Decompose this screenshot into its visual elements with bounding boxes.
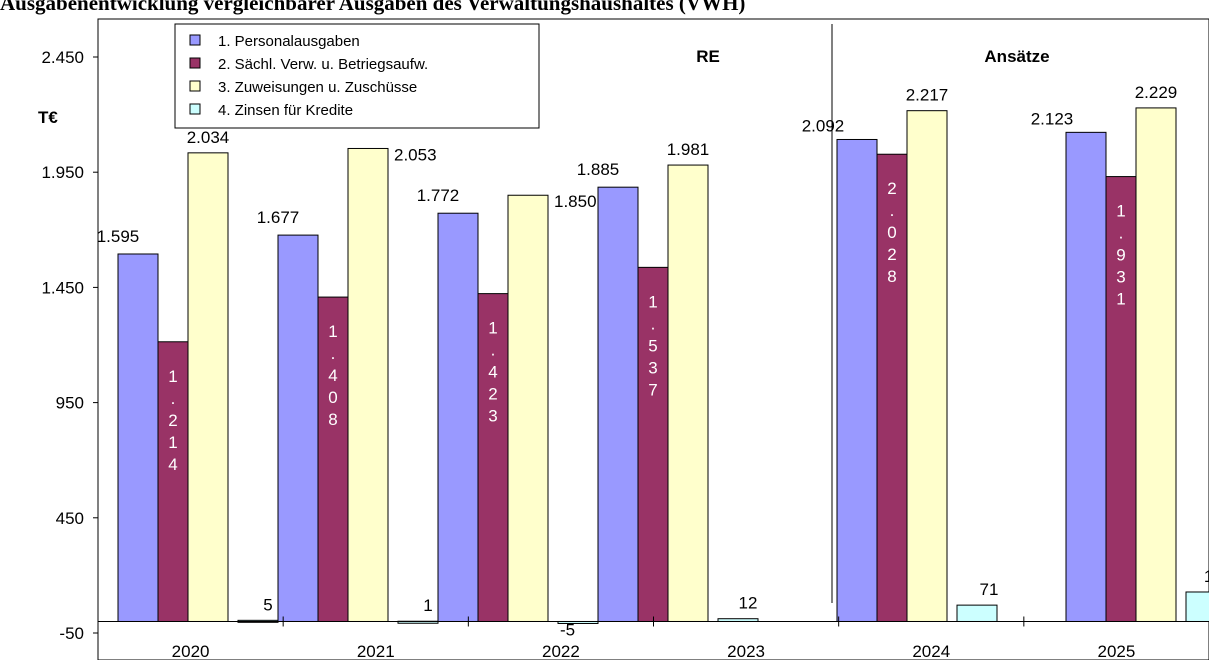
data-label-2-2020: .	[171, 389, 176, 408]
data-label-2-2022: 4	[488, 363, 497, 382]
data-label-2-2024: .	[890, 201, 895, 220]
legend-label: 1. Personalausgaben	[218, 33, 360, 50]
data-label-2-2025: 1	[1116, 290, 1125, 309]
y-tick-label: 2.450	[41, 48, 84, 67]
bar-2-2024	[876, 153, 908, 622]
data-label-2-2020: 2	[168, 411, 177, 430]
data-label-2-2022: 2	[488, 385, 497, 404]
y-tick-label: 1.450	[41, 278, 84, 297]
bar-2-2020	[157, 341, 189, 622]
data-label-2-2023: 7	[648, 380, 657, 399]
y-tick-label: 450	[56, 509, 84, 528]
bar-3-2025	[1135, 107, 1177, 622]
y-axis-unit-label: T€	[38, 108, 58, 127]
bar-1-2025	[1065, 131, 1107, 622]
data-label-1-2023: 1.885	[577, 160, 620, 179]
bar-3-2022	[507, 194, 549, 622]
legend-label: 4. Zinsen für Kredite	[218, 102, 353, 119]
bar-1-2020	[117, 253, 159, 622]
data-label-4-2022: -5	[560, 620, 575, 639]
bar-3-2020	[187, 152, 229, 622]
x-tick-label: 2021	[357, 642, 395, 660]
data-label-3-2021: 2.053	[394, 145, 437, 164]
bar-1-2022	[437, 212, 479, 622]
x-tick-label: 2022	[542, 642, 580, 660]
y-tick-label: -50	[59, 624, 84, 643]
data-label-4-2021: 1	[423, 596, 432, 615]
data-label-2-2025: 9	[1116, 246, 1125, 265]
data-label-1-2022: 1.772	[417, 186, 460, 205]
data-label-4-2024: 71	[980, 580, 999, 599]
x-tick-label: 2020	[172, 642, 210, 660]
data-label-2-2024: 2	[887, 179, 896, 198]
y-tick-label: 1.950	[41, 163, 84, 182]
data-label-2-2021: 1	[328, 322, 337, 341]
data-label-1-2021: 1.677	[257, 208, 300, 227]
data-label-2-2023: 3	[648, 358, 657, 377]
legend-swatch	[189, 34, 201, 46]
x-tick-label: 2023	[727, 642, 765, 660]
legend: 1. Personalausgaben 2. Sächl. Verw. u. Be…	[174, 23, 540, 129]
data-label-2-2024: 8	[887, 267, 896, 286]
data-label-2-2025: 1	[1116, 202, 1125, 221]
data-label-2-2021: 8	[328, 410, 337, 429]
data-label-2-2020: 1	[168, 433, 177, 452]
data-label-3-2022: 1.850	[554, 192, 597, 211]
x-tick-label: 2024	[912, 642, 950, 660]
data-label-4-2020: 5	[263, 595, 272, 614]
data-label-2-2025: 3	[1116, 268, 1125, 287]
bars-layer	[117, 107, 1209, 624]
data-label-2-2020: 4	[168, 455, 177, 474]
data-label-2-2021: .	[331, 344, 336, 363]
legend-swatch	[189, 80, 201, 92]
x-tick-label: 2025	[1098, 642, 1136, 660]
bar-3-2023	[667, 164, 709, 622]
data-label-3-2023: 1.981	[667, 140, 710, 159]
data-label-1-2020: 1.595	[97, 227, 140, 246]
bar-2-2023	[637, 266, 669, 622]
data-label-3-2020: 2.034	[187, 128, 230, 147]
legend-label: 3. Zuweisungen u. Zuschüsse	[218, 79, 417, 96]
bar-2-2022	[477, 293, 509, 622]
data-label-2-2023: 5	[648, 336, 657, 355]
data-label-2-2021: 0	[328, 388, 337, 407]
data-label-4-2025: 128	[1204, 567, 1209, 586]
data-label-3-2025: 2.229	[1135, 83, 1178, 102]
data-label-2-2022: .	[491, 341, 496, 360]
data-label-2-2022: 3	[488, 407, 497, 426]
bar-3-2024	[906, 110, 948, 622]
y-tick-label: 950	[56, 394, 84, 413]
data-label-3-2024: 2.217	[906, 86, 949, 105]
data-label-2-2024: 0	[887, 223, 896, 242]
data-label-2-2020: 1	[168, 367, 177, 386]
data-label-2-2021: 4	[328, 366, 337, 385]
legend-label: 2. Sächl. Verw. u. Betriegsaufw.	[218, 56, 428, 73]
bar-3-2021	[347, 147, 389, 622]
bar-1-2024	[836, 138, 878, 622]
data-label-2-2022: 1	[488, 319, 497, 338]
data-label-1-2025: 2.123	[1031, 109, 1074, 128]
section-label-re: RE	[696, 47, 720, 66]
data-label-2-2025: .	[1119, 224, 1124, 243]
legend-swatch	[189, 103, 201, 115]
data-label-1-2024: 2.092	[802, 116, 845, 135]
bar-4-2024	[956, 604, 998, 622]
data-label-2-2023: 1	[648, 292, 657, 311]
legend-swatch	[189, 57, 201, 69]
legend-box	[174, 23, 540, 129]
bar-1-2021	[277, 234, 319, 622]
chart-title: Ausgabenentwicklung vergleichbarer Ausga…	[0, 0, 746, 15]
bar-2-2025	[1105, 176, 1137, 622]
labels-layer: 1.5951.2142.03451.6771.4082.05311.7721.4…	[97, 83, 1209, 640]
data-label-2-2024: 2	[887, 245, 896, 264]
bar-4-2025	[1185, 591, 1209, 622]
data-label-2-2023: .	[651, 314, 656, 333]
section-label-ansaetze: Ansätze	[984, 47, 1049, 66]
bar-1-2023	[597, 186, 639, 622]
data-label-4-2023: 12	[739, 594, 758, 613]
